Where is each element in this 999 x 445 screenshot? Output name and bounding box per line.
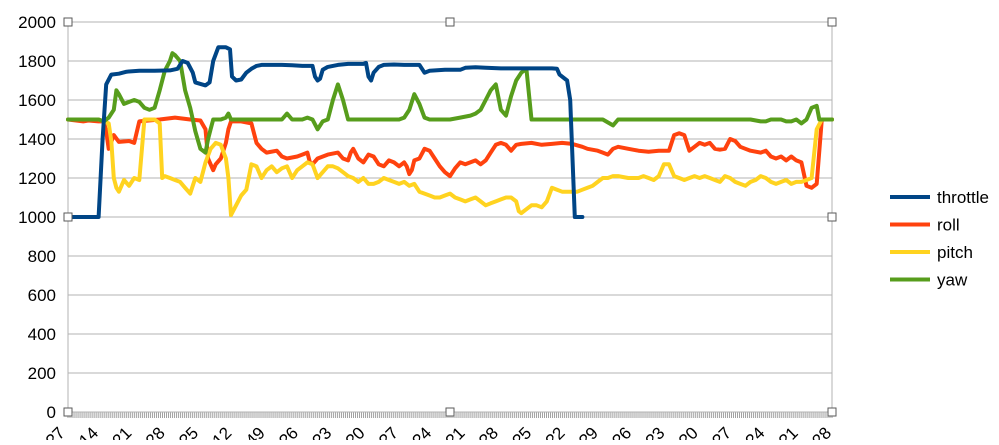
x-tick-label: ?2 (542, 423, 569, 440)
legend-label: pitch (937, 243, 973, 262)
y-tick-label: 200 (28, 364, 56, 383)
legend-item-pitch: pitch (890, 243, 973, 262)
x-tick-label: 12 (209, 423, 236, 440)
x-tick-label: ?6 (275, 423, 302, 440)
series-line-roll (68, 118, 832, 188)
x-tick-label: ?3 (642, 423, 669, 440)
y-tick-label: 800 (28, 247, 56, 266)
x-tick-label: 14 (75, 423, 102, 440)
legend-label: yaw (937, 271, 968, 290)
x-tick-label: ?1 (442, 423, 469, 440)
legend-label: throttle (937, 188, 989, 207)
x-tick-label: ?8 (475, 423, 502, 440)
x-tick-label: ?4 (409, 423, 436, 440)
x-tick-label: 28 (808, 423, 835, 440)
legend-label: roll (937, 216, 960, 235)
y-tick-label: 1600 (18, 91, 56, 110)
series-line-pitch (68, 120, 832, 216)
y-tick-label: 600 (28, 286, 56, 305)
selection-handle[interactable] (64, 18, 72, 26)
y-tick-label: 1200 (18, 169, 56, 188)
selection-handle[interactable] (828, 408, 836, 416)
y-tick-label: 1800 (18, 52, 56, 71)
selection-handle[interactable] (828, 213, 836, 221)
selection-handle[interactable] (446, 18, 454, 26)
x-tick-label: ?6 (608, 423, 635, 440)
x-tick-label: ?7 (708, 423, 735, 440)
x-tick-label: 21 (109, 423, 136, 440)
series-lines (68, 47, 832, 217)
x-tick-label: ?0 (675, 423, 702, 440)
axes: 0 200 400 600 800 1000 1200 1400 1600 1800 2000 ?7 1… (18, 13, 835, 440)
x-tick-label: ?7 (375, 423, 402, 440)
y-tick-label: 1400 (18, 130, 56, 149)
x-tick-label: ?4 (742, 423, 769, 440)
x-tick-label: 28 (142, 423, 169, 440)
x-tick-label: ?5 (175, 423, 202, 440)
x-tick-label: ?3 (309, 423, 336, 440)
legend-item-throttle: throttle (890, 188, 989, 207)
x-tick-label: ?7 (42, 423, 69, 440)
y-tick-label: 1000 (18, 208, 56, 227)
selection-handle[interactable] (828, 18, 836, 26)
legend-item-yaw: yaw (890, 271, 968, 290)
selection-handle[interactable] (446, 408, 454, 416)
legend: throttle roll pitch yaw (890, 188, 989, 290)
x-tick-label: ?1 (775, 423, 802, 440)
selection-handle[interactable] (64, 213, 72, 221)
x-tick-label: ?5 (508, 423, 535, 440)
x-tick-label: 49 (242, 423, 269, 440)
selection-handle[interactable] (64, 408, 72, 416)
y-tick-label: 0 (47, 403, 56, 422)
y-tick-label: 400 (28, 325, 56, 344)
legend-item-roll: roll (890, 216, 960, 235)
y-tick-label: 2000 (18, 13, 56, 32)
x-tick-label: ?9 (575, 423, 602, 440)
x-tick-label: ?0 (342, 423, 369, 440)
